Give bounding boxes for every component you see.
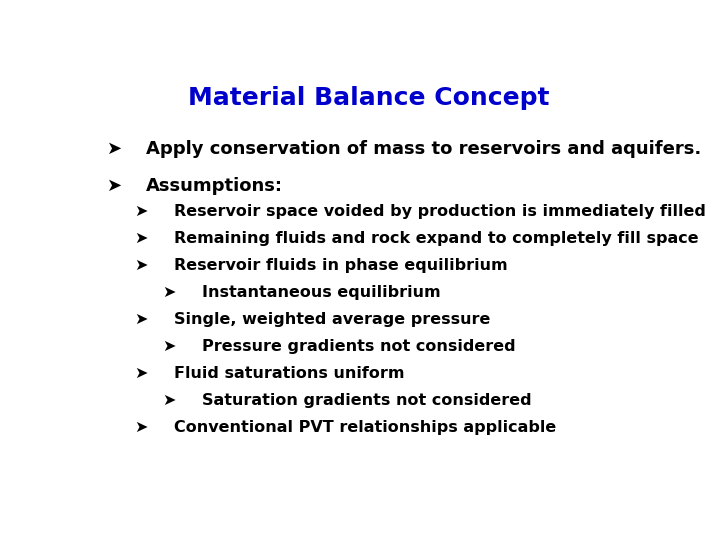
Text: ➤: ➤ [163,285,176,300]
Text: Assumptions:: Assumptions: [145,177,283,195]
Text: Fluid saturations uniform: Fluid saturations uniform [174,366,404,381]
Text: Pressure gradients not considered: Pressure gradients not considered [202,339,516,354]
Text: Reservoir space voided by production is immediately filled: Reservoir space voided by production is … [174,204,706,219]
Text: Single, weighted average pressure: Single, weighted average pressure [174,312,490,327]
Text: ➤: ➤ [107,177,122,195]
Text: Remaining fluids and rock expand to completely fill space: Remaining fluids and rock expand to comp… [174,231,698,246]
Text: ➤: ➤ [135,420,148,435]
Text: ➤: ➤ [163,393,176,408]
Text: Apply conservation of mass to reservoirs and aquifers.: Apply conservation of mass to reservoirs… [145,140,701,158]
Text: Reservoir fluids in phase equilibrium: Reservoir fluids in phase equilibrium [174,258,508,273]
Text: Saturation gradients not considered: Saturation gradients not considered [202,393,531,408]
Text: ➤: ➤ [135,204,148,219]
Text: ➤: ➤ [135,366,148,381]
Text: ➤: ➤ [163,339,176,354]
Text: Material Balance Concept: Material Balance Concept [188,85,550,110]
Text: ➤: ➤ [135,258,148,273]
Text: ➤: ➤ [135,312,148,327]
Text: ➤: ➤ [107,140,122,158]
Text: Instantaneous equilibrium: Instantaneous equilibrium [202,285,440,300]
Text: ➤: ➤ [135,231,148,246]
Text: Conventional PVT relationships applicable: Conventional PVT relationships applicabl… [174,420,556,435]
